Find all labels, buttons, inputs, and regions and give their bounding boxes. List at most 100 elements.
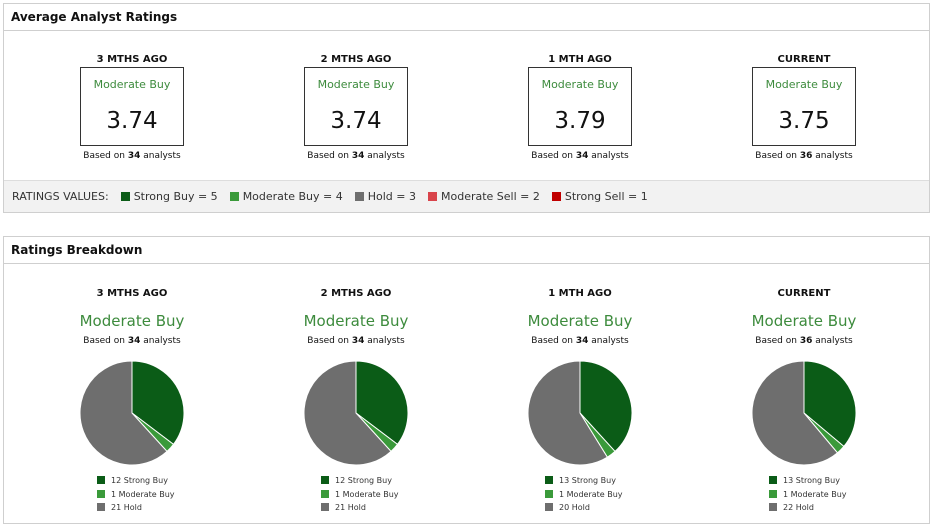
rating-score: 3.74 xyxy=(106,108,158,134)
pie-legend-item: 1 Moderate Buy xyxy=(545,489,623,499)
chart-title: 3 MTHS AGO xyxy=(96,288,168,299)
legend-swatch xyxy=(545,476,553,484)
pie-slice xyxy=(803,360,857,448)
chart-title: CURRENT xyxy=(777,288,831,299)
pie-slice xyxy=(79,360,168,466)
based-suffix: analysts xyxy=(367,151,405,161)
based-prefix: Based on xyxy=(755,151,797,161)
legend-swatch xyxy=(120,192,130,201)
legend-swatch xyxy=(97,476,105,484)
based-prefix: Based on xyxy=(307,151,349,161)
pie-legend-item: 13 Strong Buy xyxy=(545,476,616,485)
legend-swatch xyxy=(229,192,239,201)
based-prefix: Based on xyxy=(307,336,349,346)
legend-text: Moderate Buy = 4 xyxy=(242,190,343,203)
legend-count: 1 xyxy=(559,489,565,499)
ratings-legend: RATINGS VALUES: Strong Buy = 5 Moderate B… xyxy=(4,180,929,212)
analyst-count: 36 xyxy=(799,336,813,346)
legend-name: Strong Buy xyxy=(347,476,392,485)
legend-swatch xyxy=(769,476,777,484)
breakdown-panel: Ratings Breakdown 3 MTHS AGO Moderate Buy… xyxy=(3,236,930,524)
rating-text: Moderate Buy xyxy=(765,78,843,91)
pie xyxy=(79,360,185,466)
pie xyxy=(303,360,409,466)
legend-swatch xyxy=(321,503,329,511)
analyst-count: 34 xyxy=(127,336,141,346)
pie-legend-item: 20 Hold xyxy=(545,503,590,512)
legend-count: 1 xyxy=(335,489,341,499)
chart-title: 2 MTHS AGO xyxy=(320,288,392,299)
legend-count: 12 xyxy=(335,476,346,485)
analyst-count: 34 xyxy=(575,336,589,346)
pie-legend-item: 22 Hold xyxy=(769,503,814,512)
based-on: Based on 34 analysts xyxy=(256,336,456,346)
legend-text: Hold = 3 xyxy=(367,190,416,203)
legend-swatch xyxy=(545,489,553,498)
legend-count: 12 xyxy=(111,476,122,485)
legend-swatch xyxy=(354,192,364,201)
panel-title: Average Analyst Ratings xyxy=(4,4,929,31)
legend-swatch xyxy=(97,489,105,498)
legend-swatch xyxy=(321,476,329,484)
legend-swatch xyxy=(545,503,553,511)
based-on: Based on 36 analysts xyxy=(704,151,904,161)
rating-box: Moderate Buy 3.74 xyxy=(80,67,184,146)
legend-name: Hold xyxy=(571,503,590,512)
pie-legend-item: 12 Strong Buy xyxy=(321,476,392,485)
pie-legend-item: 1 Moderate Buy xyxy=(321,489,399,499)
based-suffix: analysts xyxy=(591,336,629,346)
legend-label: RATINGS VALUES: xyxy=(12,190,109,203)
analyst-count: 34 xyxy=(127,151,141,161)
pie-legend-item: 12 Strong Buy xyxy=(97,476,168,485)
rating-text: Moderate Buy xyxy=(541,78,619,91)
chart-subtitle: Moderate Buy xyxy=(79,312,185,330)
pie-slice xyxy=(355,360,409,446)
based-on: Based on 34 analysts xyxy=(256,151,456,161)
pie-legend-item: 21 Hold xyxy=(97,503,142,512)
based-suffix: analysts xyxy=(367,336,405,346)
based-prefix: Based on xyxy=(83,336,125,346)
legend-count: 13 xyxy=(783,476,794,485)
based-suffix: analysts xyxy=(143,336,181,346)
based-prefix: Based on xyxy=(755,336,797,346)
rating-text: Moderate Buy xyxy=(93,78,171,91)
chart-subtitle: Moderate Buy xyxy=(751,312,857,330)
legend-text: Strong Buy = 5 xyxy=(133,190,218,203)
period-label: 1 MTH AGO xyxy=(548,54,612,65)
rating-box: Moderate Buy 3.75 xyxy=(752,67,856,146)
legend-count: 22 xyxy=(783,503,794,512)
pie-legend-item: 13 Strong Buy xyxy=(769,476,840,485)
based-on: Based on 34 analysts xyxy=(480,336,680,346)
legend-item: Strong Sell = 1 xyxy=(551,190,648,203)
pie-slice xyxy=(751,360,839,466)
pie-slice xyxy=(527,360,609,466)
pie-legend-item: 1 Moderate Buy xyxy=(769,489,847,499)
legend-swatch xyxy=(321,489,329,498)
based-on: Based on 34 analysts xyxy=(32,151,232,161)
legend-name: Moderate Buy xyxy=(566,489,623,499)
pie-legend-item: 1 Moderate Buy xyxy=(97,489,175,499)
pie xyxy=(527,360,633,466)
pie xyxy=(751,360,857,466)
legend-name: Hold xyxy=(795,503,814,512)
legend-swatch xyxy=(551,192,561,201)
rating-box: Moderate Buy 3.74 xyxy=(304,67,408,146)
legend-swatch xyxy=(428,192,437,201)
legend-name: Strong Buy xyxy=(123,476,168,485)
legend-name: Moderate Buy xyxy=(790,489,847,499)
based-suffix: analysts xyxy=(143,151,181,161)
legend-name: Moderate Buy xyxy=(118,489,175,499)
based-suffix: analysts xyxy=(591,151,629,161)
legend-text: Moderate Sell = 2 xyxy=(441,190,540,203)
legend-name: Hold xyxy=(347,503,366,512)
legend-count: 20 xyxy=(559,503,570,512)
ratings-panel: Average Analyst Ratings RATINGS VALUES: … xyxy=(3,3,930,213)
chart-title: 1 MTH AGO xyxy=(548,288,612,299)
legend-name: Strong Buy xyxy=(571,476,616,485)
pie-legend-item: 21 Hold xyxy=(321,503,366,512)
pie-slice xyxy=(579,360,633,453)
legend-text: Strong Sell = 1 xyxy=(564,190,648,203)
legend-swatch xyxy=(769,489,777,498)
legend-name: Moderate Buy xyxy=(342,489,399,499)
